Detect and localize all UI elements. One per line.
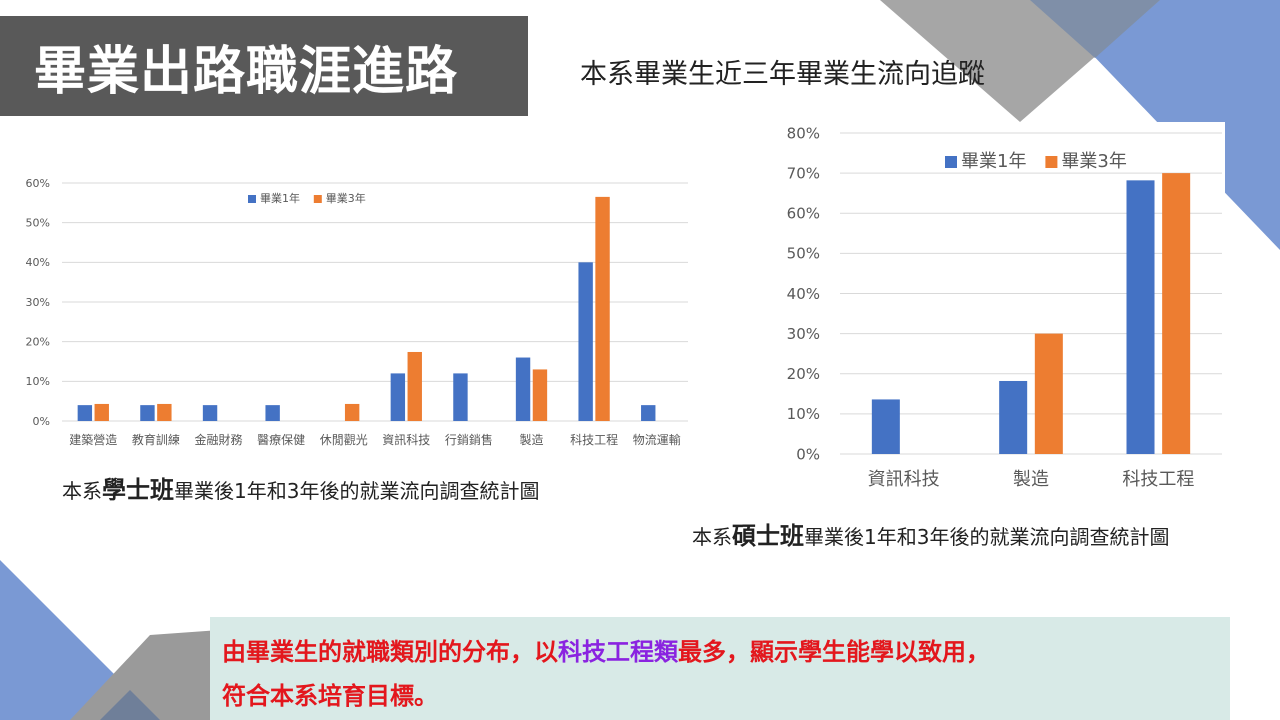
bar xyxy=(1126,180,1155,454)
bar xyxy=(202,405,218,421)
bachelor-bar-chart: 0% 10% 20% 30% 40% 50% 60% 建築營造 教育訓練 金融財務 醫療保健 休閒觀光… xyxy=(20,165,700,465)
bar xyxy=(1034,333,1063,454)
caption-prefix: 本系 xyxy=(62,479,102,503)
y-tick-label: 40% xyxy=(787,285,820,303)
x-tick-label: 教育訓練 xyxy=(132,432,180,447)
bar xyxy=(157,403,172,421)
conclusion-text: 最多，顯示學生能學以致用， xyxy=(678,638,990,666)
x-tick-label: 製造 xyxy=(1013,469,1049,490)
legend-label: 畢業3年 xyxy=(1061,151,1126,172)
y-tick-label: 20% xyxy=(26,336,50,349)
y-tick-label: 30% xyxy=(787,325,820,343)
y-tick-label: 10% xyxy=(787,405,820,423)
conclusion-line-2: 符合本系培育目標。 xyxy=(222,682,438,710)
y-tick-label: 80% xyxy=(787,124,820,142)
x-tick-label: 建築營造 xyxy=(69,432,117,447)
bar xyxy=(140,405,155,421)
deco-gray-shape xyxy=(70,630,220,720)
conclusion-text: 由畢業生的就職類別的分布，以 xyxy=(222,638,558,666)
x-tick-label: 醫療保健 xyxy=(257,433,305,447)
page-title: 畢業出路職涯進路 xyxy=(34,41,459,102)
caption-bold: 碩士班 xyxy=(732,522,804,550)
bar xyxy=(453,373,468,421)
conclusion-line-1: 由畢業生的就職類別的分布，以科技工程類最多，顯示學生能學以致用， xyxy=(222,630,1218,674)
conclusion-highlight: 科技工程類 xyxy=(558,638,678,666)
bar xyxy=(532,369,548,421)
caption-prefix: 本系 xyxy=(692,525,732,549)
page-subtitle: 本系畢業生近三年畢業生流向追蹤 xyxy=(580,59,985,90)
deco-dark-shape xyxy=(1030,0,1160,58)
bachelor-chart-caption: 本系學士班畢業後1年和3年後的就業流向調查統計圖 xyxy=(62,470,539,505)
bar xyxy=(1162,173,1191,454)
bar xyxy=(515,357,531,421)
x-tick-label: 資訊科技 xyxy=(382,432,430,447)
y-tick-label: 60% xyxy=(26,177,50,190)
caption-suffix: 畢業後1年和3年後的就業流向調查統計圖 xyxy=(174,479,540,503)
legend-label: 畢業3年 xyxy=(326,191,366,205)
y-tick-label: 20% xyxy=(787,365,820,383)
deco-dark-shape xyxy=(100,690,160,720)
x-tick-label: 金融財務 xyxy=(194,432,242,447)
x-tick-label: 物流運輸 xyxy=(633,432,681,447)
x-tick-label: 科技工程 xyxy=(1122,469,1194,490)
y-tick-label: 70% xyxy=(787,164,820,182)
bar xyxy=(871,399,900,454)
x-tick-label: 行銷銷售 xyxy=(445,432,493,447)
bar xyxy=(407,351,422,421)
bar xyxy=(578,262,593,421)
x-tick-label: 製造 xyxy=(519,433,543,447)
bar xyxy=(344,403,360,421)
legend-label: 畢業1年 xyxy=(961,151,1026,172)
x-tick-label: 科技工程 xyxy=(570,432,618,447)
bar xyxy=(94,403,109,421)
x-tick-label: 資訊科技 xyxy=(868,469,940,490)
y-tick-label: 40% xyxy=(26,256,50,269)
legend-swatch xyxy=(945,156,957,168)
caption-suffix: 畢業後1年和3年後的就業流向調查統計圖 xyxy=(804,525,1170,549)
y-tick-label: 30% xyxy=(26,296,50,309)
y-tick-label: 0% xyxy=(33,415,50,428)
legend-swatch xyxy=(248,195,256,203)
master-chart-caption: 本系碩士班畢業後1年和3年後的就業流向調查統計圖 xyxy=(692,516,1169,551)
conclusion-box: 由畢業生的就職類別的分布，以科技工程類最多，顯示學生能學以致用， 符合本系培育目… xyxy=(210,617,1230,720)
bar xyxy=(595,196,610,421)
caption-bold: 學士班 xyxy=(102,476,174,504)
master-bar-chart: 0% 10% 20% 30% 40% 50% 60% 70% 80% 資訊科技 製造 科技工程 畢業1年… xyxy=(750,122,1225,502)
legend-swatch xyxy=(1045,156,1058,168)
x-tick-label: 休閒觀光 xyxy=(320,433,368,447)
bar xyxy=(265,405,280,421)
bottom-left-decoration xyxy=(0,560,220,720)
legend-label: 畢業1年 xyxy=(260,191,300,205)
bar xyxy=(999,380,1028,454)
y-tick-label: 0% xyxy=(796,445,820,463)
y-tick-label: 60% xyxy=(787,205,820,223)
bar xyxy=(390,373,406,421)
bar xyxy=(641,405,656,421)
bar xyxy=(77,405,93,421)
legend-swatch xyxy=(313,195,322,203)
title-banner: 畢業出路職涯進路 xyxy=(0,16,528,116)
y-tick-label: 50% xyxy=(26,217,50,230)
y-tick-label: 50% xyxy=(787,245,820,263)
y-tick-label: 10% xyxy=(26,375,50,388)
